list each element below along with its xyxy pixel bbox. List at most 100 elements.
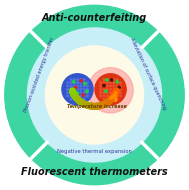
Circle shape [70,82,72,84]
Circle shape [110,82,111,84]
Circle shape [116,79,118,80]
Circle shape [83,85,85,87]
Text: Anti-counterfeiting: Anti-counterfeiting [42,13,147,23]
Circle shape [116,82,118,84]
Circle shape [106,79,108,80]
Circle shape [74,86,77,89]
Circle shape [105,90,107,93]
Circle shape [113,79,115,80]
Circle shape [71,90,73,93]
Circle shape [95,74,126,105]
Circle shape [106,92,108,93]
Circle shape [77,79,78,80]
Circle shape [83,92,85,93]
Circle shape [103,92,105,93]
Text: Alleviation of surface quenching: Alleviation of surface quenching [129,37,167,111]
Circle shape [70,89,72,90]
Circle shape [88,68,133,113]
Circle shape [73,95,75,97]
Circle shape [77,82,78,84]
Circle shape [82,94,84,96]
Circle shape [116,81,118,83]
Circle shape [80,79,82,80]
Circle shape [106,89,108,90]
Circle shape [113,85,115,87]
Circle shape [103,84,105,87]
Circle shape [73,92,75,93]
Circle shape [106,98,108,100]
Circle shape [27,28,162,162]
Circle shape [113,95,115,97]
Circle shape [67,92,68,93]
Circle shape [100,82,101,84]
Circle shape [80,80,83,82]
Circle shape [110,79,111,80]
Circle shape [113,92,115,93]
Circle shape [73,79,75,80]
Circle shape [67,82,68,84]
Circle shape [73,98,75,100]
Circle shape [110,95,111,97]
Circle shape [83,79,85,80]
Circle shape [5,5,184,185]
Circle shape [103,95,105,97]
Circle shape [110,98,111,100]
Circle shape [100,89,101,90]
Circle shape [114,90,116,93]
Circle shape [76,92,79,94]
Circle shape [80,82,82,84]
Circle shape [110,92,111,93]
Circle shape [80,95,82,97]
Circle shape [45,46,144,144]
Circle shape [100,92,101,93]
Circle shape [106,82,108,84]
Circle shape [116,85,118,87]
Circle shape [110,79,113,81]
Circle shape [83,82,85,84]
Circle shape [67,85,68,87]
Circle shape [113,98,115,100]
Circle shape [84,82,86,85]
Circle shape [73,85,75,87]
Circle shape [103,98,105,100]
Circle shape [77,95,78,97]
Circle shape [77,89,78,90]
Circle shape [83,98,85,100]
Circle shape [70,85,72,87]
Circle shape [120,82,121,84]
Circle shape [118,86,120,89]
Circle shape [62,74,93,105]
Circle shape [106,95,108,97]
Circle shape [110,85,111,87]
Circle shape [73,89,75,90]
Circle shape [103,89,105,90]
Text: Temperature increase: Temperature increase [67,104,126,109]
Circle shape [80,98,82,100]
Circle shape [87,95,88,97]
Circle shape [70,79,72,80]
Circle shape [77,92,78,93]
Circle shape [120,92,121,93]
Circle shape [73,81,75,83]
Circle shape [105,79,108,81]
Circle shape [77,85,78,87]
Circle shape [70,92,72,93]
Circle shape [116,92,118,93]
Circle shape [73,82,75,84]
Circle shape [103,82,105,84]
Circle shape [120,89,121,90]
Circle shape [83,95,85,97]
Circle shape [116,89,118,90]
Circle shape [86,90,88,93]
Circle shape [77,98,78,100]
Circle shape [80,85,82,87]
Circle shape [103,85,105,87]
Circle shape [70,98,72,100]
Circle shape [110,89,111,90]
Circle shape [83,89,85,90]
Circle shape [100,85,101,87]
Circle shape [87,92,88,93]
Circle shape [113,82,115,84]
Circle shape [116,95,118,97]
Circle shape [87,82,88,84]
